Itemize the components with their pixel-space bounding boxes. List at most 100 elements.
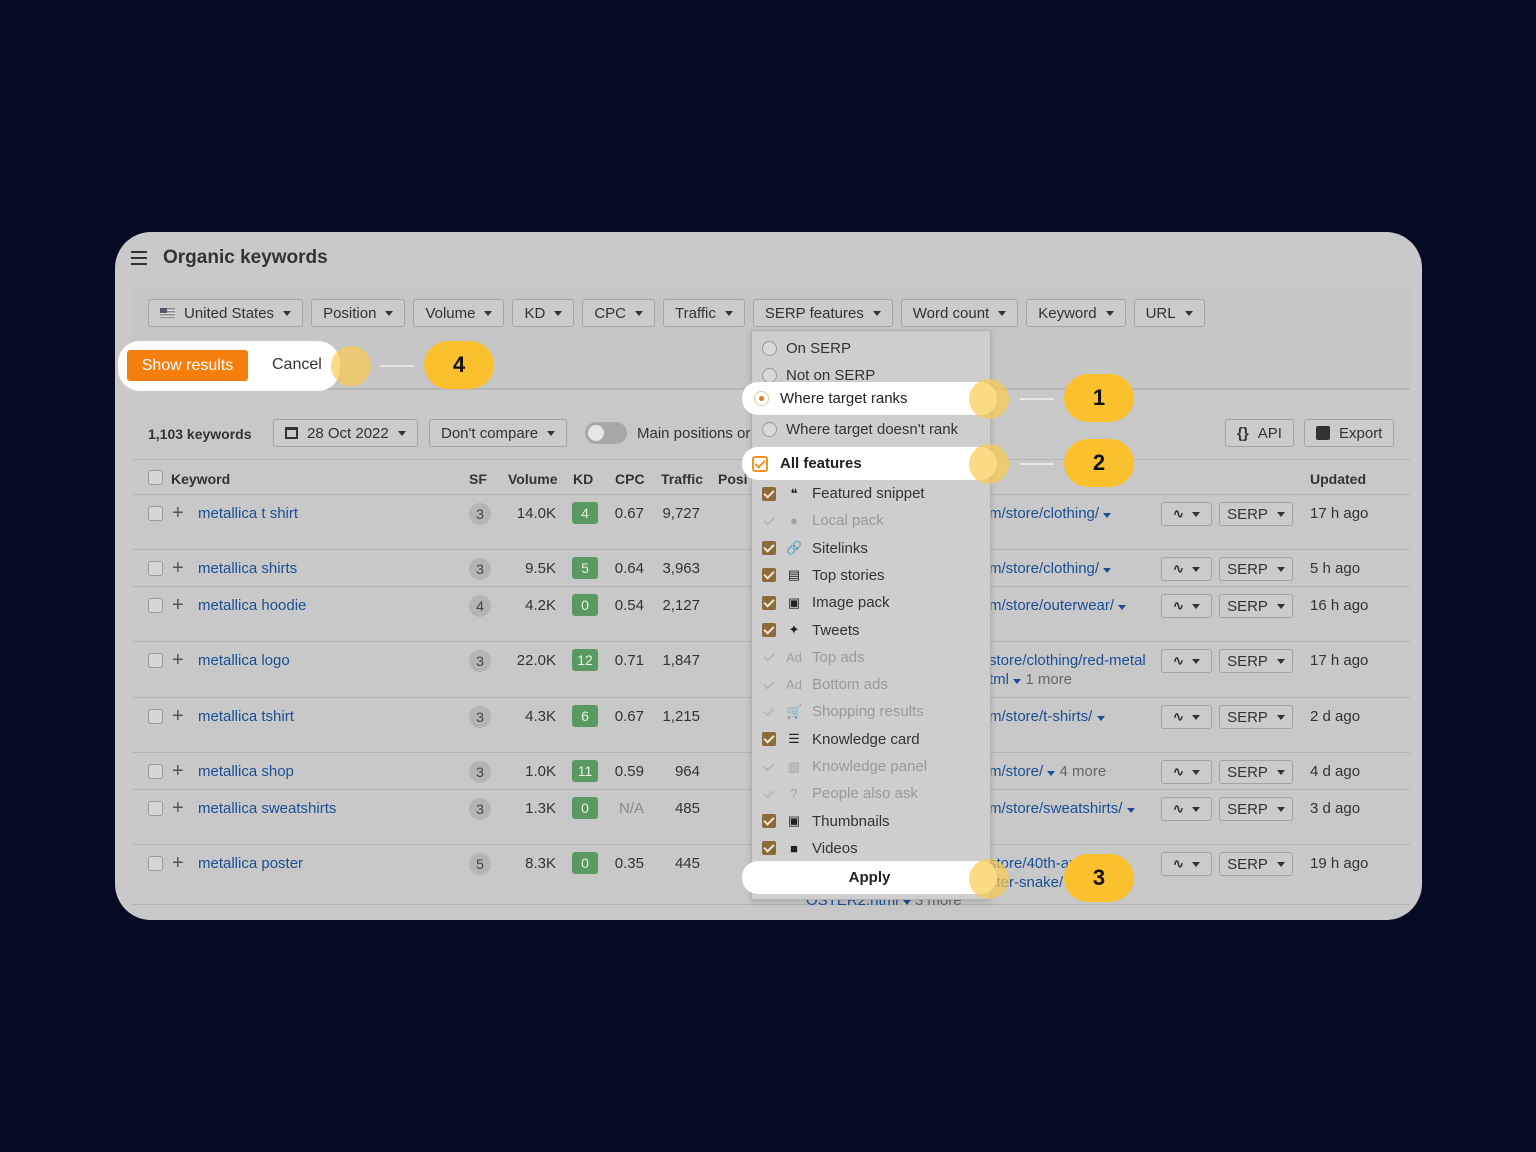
where-target-ranks-option[interactable]: Where target ranks	[742, 382, 997, 415]
url-link[interactable]: m/store/outerwear/	[989, 597, 1127, 614]
row-checkbox[interactable]	[148, 653, 163, 668]
keyword-link[interactable]: metallica t shirt	[198, 505, 299, 522]
serp-feature-option[interactable]: ❝ Featured snippet	[752, 480, 990, 507]
menu-icon[interactable]	[131, 251, 147, 265]
serp-button[interactable]: SERP	[1219, 760, 1293, 784]
serp-button[interactable]: SERP	[1219, 557, 1293, 581]
header-cpc[interactable]: CPC	[615, 471, 645, 487]
position-history-button[interactable]: ∿	[1161, 557, 1212, 581]
filter-united-states[interactable]: United States	[148, 299, 304, 327]
sf-badge[interactable]: 3	[469, 503, 491, 525]
header-kd[interactable]: KD	[573, 471, 594, 487]
serp-feature-option[interactable]: ▣ Image pack	[752, 589, 990, 616]
serp-feature-option[interactable]: 🛒 Shopping results	[752, 698, 990, 725]
serp-feature-option[interactable]: ▤ Top stories	[752, 562, 990, 589]
add-keyword-icon[interactable]: +	[172, 594, 184, 616]
add-keyword-icon[interactable]: +	[172, 705, 184, 727]
serp-feature-option[interactable]: ▥ Knowledge panel	[752, 753, 990, 780]
row-checkbox[interactable]	[148, 764, 163, 779]
filter-keyword[interactable]: Keyword	[1026, 299, 1126, 327]
api-button[interactable]: {} API	[1225, 419, 1294, 447]
cancel-button[interactable]: Cancel	[272, 356, 322, 373]
serp-feature-option[interactable]: Ad Bottom ads	[752, 671, 990, 698]
sf-badge[interactable]: 5	[469, 853, 491, 875]
add-keyword-icon[interactable]: +	[172, 557, 184, 579]
add-keyword-icon[interactable]: +	[172, 760, 184, 782]
row-checkbox[interactable]	[148, 801, 163, 816]
sf-badge[interactable]: 3	[469, 798, 491, 820]
serp-button[interactable]: SERP	[1219, 705, 1293, 729]
keyword-link[interactable]: metallica logo	[198, 652, 290, 669]
position-history-button[interactable]: ∿	[1161, 797, 1212, 821]
compare-dropdown[interactable]: Don't compare	[429, 419, 568, 447]
keyword-link[interactable]: metallica shirts	[198, 560, 298, 577]
all-features-option[interactable]: All features	[742, 447, 997, 480]
serp-feature-option[interactable]: ✦ Tweets	[752, 617, 990, 644]
more-urls[interactable]: 1 more	[1025, 671, 1073, 688]
sf-badge[interactable]: 3	[469, 558, 491, 580]
serp-feature-option[interactable]: ☰ Knowledge card	[752, 726, 990, 753]
position-history-button[interactable]: ∿	[1161, 594, 1212, 618]
filter-traffic[interactable]: Traffic	[663, 299, 745, 327]
filter-url[interactable]: URL	[1133, 299, 1205, 327]
url-link[interactable]: m/store/sweatshirts/	[989, 800, 1135, 817]
serp-feature-option[interactable]: 🔗 Sitelinks	[752, 535, 990, 562]
serp-button[interactable]: SERP	[1219, 502, 1293, 526]
serp-feature-option[interactable]: ■ Videos	[752, 835, 990, 862]
sf-badge[interactable]: 3	[469, 706, 491, 728]
position-history-button[interactable]: ∿	[1161, 649, 1212, 673]
url-link[interactable]: m/store/ 4 more	[989, 763, 1106, 780]
serp-feature-option[interactable]: ? People also ask	[752, 780, 990, 807]
show-results-button[interactable]: Show results	[127, 350, 248, 381]
serp-feature-option[interactable]: ▣ Thumbnails	[752, 808, 990, 835]
filter-word-count[interactable]: Word count	[900, 299, 1019, 327]
select-all-checkbox[interactable]	[148, 470, 163, 485]
serp-radio-option[interactable]: Not on SERP	[752, 362, 990, 389]
row-checkbox[interactable]	[148, 856, 163, 871]
sf-badge[interactable]: 3	[469, 650, 491, 672]
add-keyword-icon[interactable]: +	[172, 649, 184, 671]
keyword-link[interactable]: metallica hoodie	[198, 597, 307, 614]
sf-badge[interactable]: 4	[469, 595, 491, 617]
position-history-button[interactable]: ∿	[1161, 852, 1212, 876]
header-updated[interactable]: Updated	[1310, 471, 1366, 487]
add-keyword-icon[interactable]: +	[172, 502, 184, 524]
serp-feature-option[interactable]: Ad Top ads	[752, 644, 990, 671]
url-link[interactable]: m/store/clothing/	[989, 560, 1112, 577]
url-link[interactable]: m/store/t-shirts/	[989, 708, 1105, 725]
sf-badge[interactable]: 3	[469, 761, 491, 783]
apply-button[interactable]: Apply	[742, 861, 997, 894]
add-keyword-icon[interactable]: +	[172, 852, 184, 874]
export-button[interactable]: Export	[1304, 419, 1395, 447]
serp-button[interactable]: SERP	[1219, 649, 1293, 673]
main-positions-toggle[interactable]	[585, 422, 627, 444]
row-checkbox[interactable]	[148, 561, 163, 576]
filter-serp-features[interactable]: SERP features	[752, 299, 893, 327]
serp-radio-option[interactable]: On SERP	[752, 335, 990, 362]
position-history-button[interactable]: ∿	[1161, 760, 1212, 784]
url-link[interactable]: store/clothing/red-metal	[989, 652, 1146, 669]
serp-button[interactable]: SERP	[1219, 797, 1293, 821]
serp-button[interactable]: SERP	[1219, 594, 1293, 618]
row-checkbox[interactable]	[148, 709, 163, 724]
more-urls[interactable]: 4 more	[1059, 763, 1107, 780]
keyword-link[interactable]: metallica tshirt	[198, 708, 294, 725]
row-checkbox[interactable]	[148, 506, 163, 521]
url-link[interactable]: m/store/clothing/	[989, 505, 1112, 522]
header-sf[interactable]: SF	[469, 471, 487, 487]
position-history-button[interactable]: ∿	[1161, 502, 1212, 526]
serp-feature-option[interactable]: ● Local pack	[752, 507, 990, 534]
add-keyword-icon[interactable]: +	[172, 797, 184, 819]
serp-button[interactable]: SERP	[1219, 852, 1293, 876]
keyword-link[interactable]: metallica sweatshirts	[198, 800, 337, 817]
position-history-button[interactable]: ∿	[1161, 705, 1212, 729]
url-link-continued[interactable]: tml 1 more	[989, 671, 1072, 688]
serp-radio-option[interactable]: Where target doesn't rank	[752, 416, 990, 443]
keyword-link[interactable]: metallica poster	[198, 855, 304, 872]
url-link[interactable]: store/40th-ar	[989, 855, 1074, 872]
date-picker[interactable]: 28 Oct 2022	[273, 419, 418, 447]
filter-volume[interactable]: Volume	[413, 299, 505, 327]
filter-kd[interactable]: KD	[512, 299, 575, 327]
header-keyword[interactable]: Keyword	[171, 471, 231, 487]
keyword-link[interactable]: metallica shop	[198, 763, 294, 780]
